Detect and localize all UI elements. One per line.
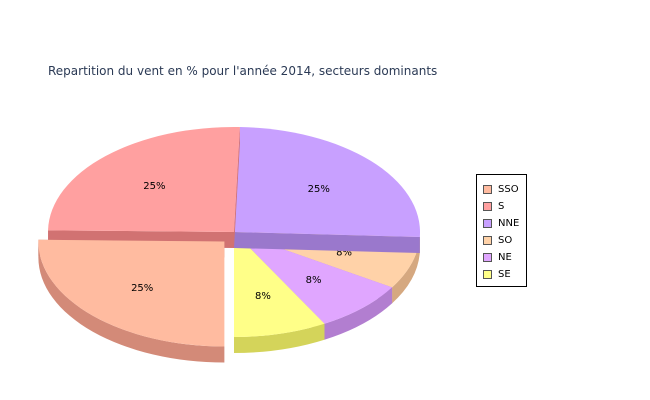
slice-label-se: 8% bbox=[255, 291, 271, 302]
legend-label: SO bbox=[498, 234, 513, 246]
slice-side-se bbox=[234, 323, 325, 353]
slice-label-s: 25% bbox=[143, 181, 165, 192]
legend-label: NNE bbox=[498, 217, 520, 229]
slice-nne: 25% bbox=[234, 127, 421, 253]
legend-swatch bbox=[483, 235, 492, 245]
slice-top-sso bbox=[38, 239, 225, 347]
legend-swatch bbox=[483, 269, 492, 279]
legend-label: SE bbox=[498, 268, 511, 280]
slice-label-nne: 25% bbox=[308, 184, 330, 195]
slice-side-sso bbox=[38, 241, 225, 363]
legend-label: SSO bbox=[498, 183, 519, 195]
slice-edge-nne-1 bbox=[234, 232, 420, 253]
legend-label: S bbox=[498, 200, 505, 212]
slice-top-se bbox=[234, 232, 325, 337]
legend-item-sso: SSO bbox=[483, 182, 519, 196]
slice-side-so bbox=[392, 236, 420, 304]
legend-item-nne: NNE bbox=[483, 216, 519, 230]
slice-label-so: 8% bbox=[336, 247, 352, 258]
slice-s: 25% bbox=[48, 126, 240, 248]
slice-top-nne bbox=[234, 127, 421, 237]
legend-item-s: S bbox=[483, 199, 504, 213]
slice-side-ne bbox=[324, 287, 393, 340]
slice-label-ne: 8% bbox=[306, 275, 322, 286]
slice-top-s bbox=[48, 126, 240, 232]
legend: SSO S NNE SO NE SE bbox=[476, 174, 527, 287]
chart-title: Repartition du vent en % pour l'année 20… bbox=[48, 64, 438, 78]
legend-swatch bbox=[483, 252, 492, 262]
slice-se: 8% bbox=[234, 232, 325, 353]
slice-edge-s-1 bbox=[234, 127, 240, 248]
legend-item-ne: NE bbox=[483, 250, 512, 264]
legend-swatch bbox=[483, 184, 492, 194]
legend-swatch bbox=[483, 201, 492, 211]
slice-sso: 25% bbox=[38, 239, 225, 363]
legend-item-so: SO bbox=[483, 233, 512, 247]
legend-item-se: SE bbox=[483, 267, 511, 281]
legend-swatch bbox=[483, 218, 492, 228]
slice-label-sso: 25% bbox=[131, 283, 153, 294]
slice-top-ne bbox=[234, 232, 393, 324]
legend-label: NE bbox=[498, 251, 512, 263]
